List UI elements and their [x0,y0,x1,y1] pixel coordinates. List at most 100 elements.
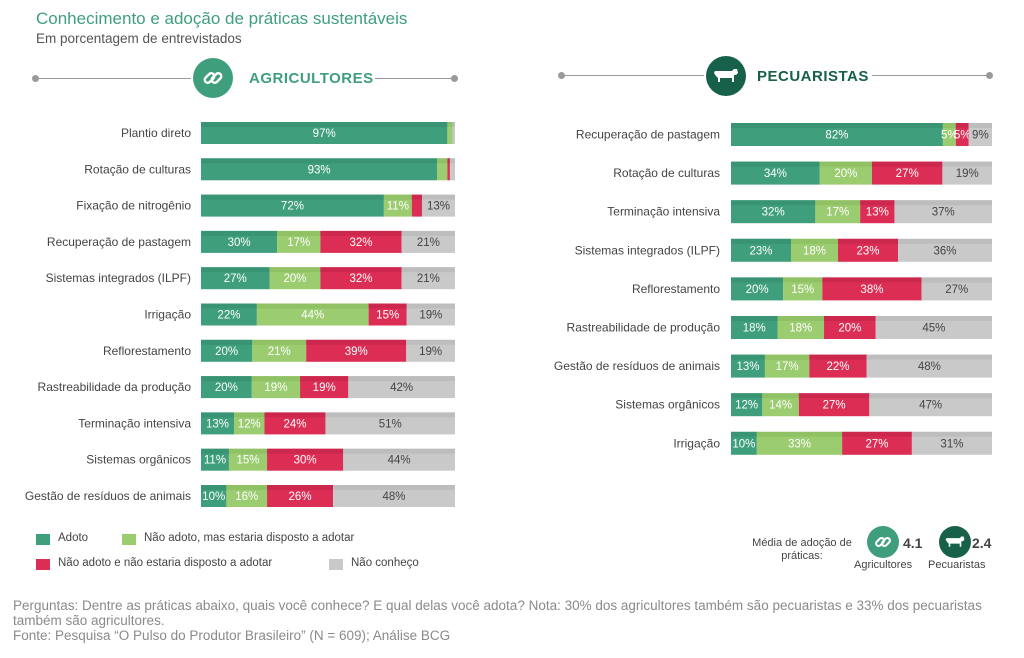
data-label: 19% [419,310,442,322]
bar-segment-shade [406,339,455,345]
bar-segment-adoto [731,161,820,185]
data-label: 16% [235,491,258,503]
bar-segment-nao-disposto [320,267,402,290]
category-label: Sistemas integrados (ILPF) [46,271,191,285]
bar-segment-nao-conheco [866,354,992,378]
header-line-dot-right [986,72,993,79]
bar-segment-nao-disposto [306,339,407,362]
bar-segment-shade [815,200,861,206]
bar-segment-nao-conheco [968,123,992,146]
data-label: 20% [215,382,238,394]
bar-segment-disposto [252,339,307,362]
bar-segment-shade [201,122,448,127]
footer: Perguntas: Dentre as práticas abaixo, qu… [13,598,1013,643]
bar-segment-shade [264,412,326,418]
bar-segment-nao-conheco [406,339,455,362]
bar-segment-nao-conheco [401,267,455,290]
category-label: Sistemas orgânicos [615,398,720,412]
bar-segment-disposto [269,267,321,290]
data-label: 20% [834,168,857,180]
data-label: 11% [204,455,226,467]
bar-segment-shade [731,277,784,283]
data-label: 32% [350,237,373,249]
category-label: Terminação intensiva [78,416,191,430]
category-label: Irrigação [144,308,191,322]
bar-segment-adoto [201,122,448,144]
category-label: Gestão de resíduos de animais [25,489,191,503]
footer-question: Perguntas: Dentre as práticas abaixo, qu… [13,598,982,628]
bar-segment-shade [201,230,278,236]
cow-icon [706,56,746,96]
data-label: 82% [825,130,848,142]
data-label: 27% [865,438,888,450]
bar-segment-disposto [251,376,301,399]
bar-segment-shade [731,316,778,321]
agricultores-average-name: Agricultores [854,559,913,571]
pecuaristas-header: PECUARISTAS [757,68,869,85]
data-label: 36% [934,245,957,257]
bar-segment-shade [731,431,757,437]
data-label: 17% [826,207,849,219]
bar-segment-disposto [783,277,823,301]
bar-segment-nao-conheco [898,238,992,262]
data-label: 27% [224,273,247,285]
bar-segment-shade [348,376,455,382]
bar-segment-disposto [819,161,872,185]
data-label: 18% [789,323,812,335]
bar-segment-adoto [201,194,384,217]
bar-segment-shade [406,303,455,309]
bar-segment-disposto [764,354,810,378]
bar-segment-shade [320,267,402,273]
data-label: 21% [417,237,440,249]
chart-title: Conhecimento e adoção de práticas susten… [36,9,408,28]
bar-segment-nao-disposto [267,448,344,471]
bar-segment-nao-disposto [822,277,922,301]
header-line [36,78,191,79]
category-label: Rastreabilidade de produção [567,321,721,335]
bar-segment-disposto [234,412,265,435]
category-label: Rastreabilidade da produção [38,380,192,394]
data-label: 11% [387,201,409,213]
data-label: 23% [857,245,880,257]
data-label: 26% [289,491,312,503]
bar-segment-adoto [731,431,757,455]
data-label: 23% [749,245,772,257]
category-label: Recuperação de pastagem [576,128,720,142]
bar-segment-shade [228,448,268,454]
bar-segment-nao-conheco [421,194,455,217]
bar-segment-shade [252,339,307,345]
bar-segment-shade [875,316,992,321]
data-label: 51% [379,418,402,430]
bar-segment-disposto [777,316,825,339]
data-label: 22% [217,310,240,322]
data-label: 22% [826,361,849,373]
bar-segment-adoto [201,267,270,290]
bar-segment-shade [871,161,943,167]
bar-segment-shade [437,158,448,164]
bar-segment-shade [201,267,270,273]
bar-segment-disposto [383,194,412,217]
header-line-dot-left [558,72,565,79]
bar-segment-shade [898,238,992,244]
bar-segment-nao-disposto [447,158,450,181]
bar-segment-disposto [942,123,956,146]
data-label: 45% [922,323,945,335]
bar-segment-shade [201,194,384,200]
category-label: Plantio direto [121,126,191,140]
data-label: 39% [345,346,368,358]
bar-segment-shade [226,485,268,490]
category-label: Sistemas orgânicos [86,453,191,467]
bar-segment-nao-conheco [942,161,992,185]
data-label: 13% [427,201,450,213]
bar-segment-shade [320,230,402,236]
bar-segment-nao-conheco [325,412,455,435]
agricultores-header: AGRICULTORES [249,70,374,87]
data-label: 10% [202,491,225,503]
bar-segment-shade [942,123,956,128]
data-label: 27% [823,400,846,412]
bar-segment-adoto [201,230,278,253]
data-label: 32% [350,273,373,285]
data-label: 12% [238,418,261,430]
bar-segment-shade [731,161,820,167]
data-label: 30% [228,237,251,249]
